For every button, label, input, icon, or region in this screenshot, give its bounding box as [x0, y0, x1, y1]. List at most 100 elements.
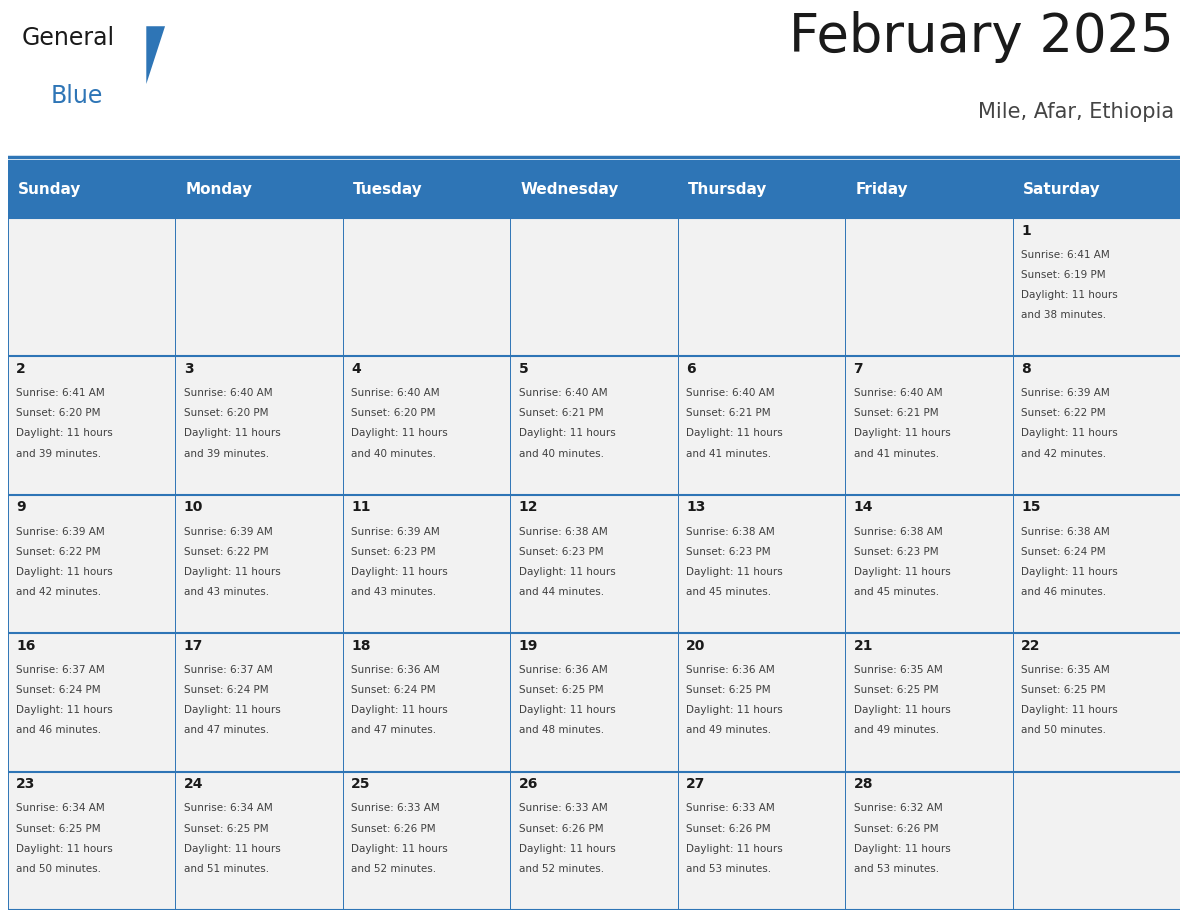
- Text: Sunrise: 6:41 AM: Sunrise: 6:41 AM: [1020, 250, 1110, 260]
- Text: Sunrise: 6:33 AM: Sunrise: 6:33 AM: [687, 803, 775, 813]
- Text: Blue: Blue: [50, 84, 102, 108]
- Text: Sunrise: 6:39 AM: Sunrise: 6:39 AM: [1020, 388, 1110, 398]
- Bar: [176, 160, 343, 218]
- Text: and 38 minutes.: and 38 minutes.: [1020, 310, 1106, 320]
- Bar: [511, 356, 677, 495]
- Text: and 49 minutes.: and 49 minutes.: [687, 725, 771, 735]
- Text: Sunrise: 6:40 AM: Sunrise: 6:40 AM: [184, 388, 272, 398]
- Text: Daylight: 11 hours: Daylight: 11 hours: [17, 705, 113, 715]
- Text: Wednesday: Wednesday: [520, 182, 619, 196]
- Text: 3: 3: [184, 362, 194, 376]
- Text: and 41 minutes.: and 41 minutes.: [687, 449, 771, 458]
- Text: and 42 minutes.: and 42 minutes.: [1020, 449, 1106, 458]
- Text: 23: 23: [17, 778, 36, 791]
- Bar: [845, 160, 1012, 218]
- Text: General: General: [23, 27, 115, 50]
- Text: Daylight: 11 hours: Daylight: 11 hours: [17, 429, 113, 439]
- Text: 7: 7: [853, 362, 864, 376]
- Bar: [8, 218, 176, 356]
- Bar: [343, 160, 511, 218]
- Text: 21: 21: [853, 639, 873, 653]
- Bar: [8, 356, 176, 495]
- Text: Sunset: 6:25 PM: Sunset: 6:25 PM: [853, 685, 939, 695]
- Text: Sunrise: 6:41 AM: Sunrise: 6:41 AM: [17, 388, 105, 398]
- Text: and 46 minutes.: and 46 minutes.: [1020, 587, 1106, 597]
- Bar: [511, 495, 677, 633]
- Bar: [845, 218, 1012, 356]
- Text: 6: 6: [687, 362, 696, 376]
- Text: and 50 minutes.: and 50 minutes.: [17, 864, 101, 874]
- Bar: [1012, 772, 1180, 910]
- Text: Sunset: 6:20 PM: Sunset: 6:20 PM: [184, 409, 268, 419]
- Text: Daylight: 11 hours: Daylight: 11 hours: [687, 429, 783, 439]
- Text: Sunset: 6:22 PM: Sunset: 6:22 PM: [184, 547, 268, 556]
- Text: 20: 20: [687, 639, 706, 653]
- Text: Sunset: 6:21 PM: Sunset: 6:21 PM: [853, 409, 939, 419]
- Bar: [343, 356, 511, 495]
- Bar: [176, 772, 343, 910]
- Text: 18: 18: [352, 639, 371, 653]
- Bar: [343, 495, 511, 633]
- Text: and 40 minutes.: and 40 minutes.: [519, 449, 604, 458]
- Text: and 53 minutes.: and 53 minutes.: [687, 864, 771, 874]
- Text: Sunrise: 6:35 AM: Sunrise: 6:35 AM: [1020, 665, 1110, 675]
- Text: Daylight: 11 hours: Daylight: 11 hours: [687, 705, 783, 715]
- Text: 1: 1: [1020, 224, 1031, 238]
- Text: Sunrise: 6:32 AM: Sunrise: 6:32 AM: [853, 803, 942, 813]
- Text: Sunrise: 6:39 AM: Sunrise: 6:39 AM: [184, 527, 272, 537]
- Text: Sunrise: 6:36 AM: Sunrise: 6:36 AM: [352, 665, 440, 675]
- Text: and 45 minutes.: and 45 minutes.: [853, 587, 939, 597]
- Text: Daylight: 11 hours: Daylight: 11 hours: [519, 844, 615, 854]
- Text: Mile, Afar, Ethiopia: Mile, Afar, Ethiopia: [978, 102, 1174, 122]
- Bar: [8, 772, 176, 910]
- Text: Sunrise: 6:38 AM: Sunrise: 6:38 AM: [687, 527, 775, 537]
- Text: Daylight: 11 hours: Daylight: 11 hours: [352, 429, 448, 439]
- Text: Sunday: Sunday: [18, 182, 82, 196]
- Text: Daylight: 11 hours: Daylight: 11 hours: [1020, 290, 1118, 300]
- Bar: [511, 633, 677, 772]
- Text: Daylight: 11 hours: Daylight: 11 hours: [853, 705, 950, 715]
- Text: and 43 minutes.: and 43 minutes.: [352, 587, 436, 597]
- Text: Saturday: Saturday: [1023, 182, 1100, 196]
- Bar: [845, 633, 1012, 772]
- Text: Sunrise: 6:38 AM: Sunrise: 6:38 AM: [519, 527, 607, 537]
- Text: 27: 27: [687, 778, 706, 791]
- Text: Sunrise: 6:38 AM: Sunrise: 6:38 AM: [1020, 527, 1110, 537]
- Bar: [8, 633, 176, 772]
- Text: and 53 minutes.: and 53 minutes.: [853, 864, 939, 874]
- Text: Sunset: 6:24 PM: Sunset: 6:24 PM: [17, 685, 101, 695]
- Text: Sunrise: 6:38 AM: Sunrise: 6:38 AM: [853, 527, 942, 537]
- Text: Sunset: 6:22 PM: Sunset: 6:22 PM: [1020, 409, 1106, 419]
- Text: and 51 minutes.: and 51 minutes.: [184, 864, 268, 874]
- Text: and 42 minutes.: and 42 minutes.: [17, 587, 101, 597]
- Text: Daylight: 11 hours: Daylight: 11 hours: [1020, 566, 1118, 577]
- Text: Sunset: 6:24 PM: Sunset: 6:24 PM: [184, 685, 268, 695]
- Text: Sunset: 6:26 PM: Sunset: 6:26 PM: [352, 823, 436, 834]
- Text: 5: 5: [519, 362, 529, 376]
- Text: and 40 minutes.: and 40 minutes.: [352, 449, 436, 458]
- Text: Sunset: 6:26 PM: Sunset: 6:26 PM: [519, 823, 604, 834]
- Text: and 39 minutes.: and 39 minutes.: [17, 449, 101, 458]
- Text: and 49 minutes.: and 49 minutes.: [853, 725, 939, 735]
- Text: Sunset: 6:21 PM: Sunset: 6:21 PM: [687, 409, 771, 419]
- Text: 28: 28: [853, 778, 873, 791]
- Text: Sunrise: 6:40 AM: Sunrise: 6:40 AM: [853, 388, 942, 398]
- Bar: [677, 772, 845, 910]
- Bar: [1012, 218, 1180, 356]
- Bar: [343, 218, 511, 356]
- Text: and 39 minutes.: and 39 minutes.: [184, 449, 268, 458]
- Text: Sunset: 6:20 PM: Sunset: 6:20 PM: [17, 409, 101, 419]
- Text: 17: 17: [184, 639, 203, 653]
- Text: 10: 10: [184, 500, 203, 514]
- Text: Daylight: 11 hours: Daylight: 11 hours: [184, 705, 280, 715]
- Text: Sunset: 6:26 PM: Sunset: 6:26 PM: [687, 823, 771, 834]
- Bar: [511, 160, 677, 218]
- Text: Sunset: 6:25 PM: Sunset: 6:25 PM: [184, 823, 268, 834]
- Text: 19: 19: [519, 639, 538, 653]
- Text: Sunrise: 6:37 AM: Sunrise: 6:37 AM: [17, 665, 105, 675]
- Bar: [677, 633, 845, 772]
- Text: Sunrise: 6:35 AM: Sunrise: 6:35 AM: [853, 665, 942, 675]
- Text: and 47 minutes.: and 47 minutes.: [352, 725, 436, 735]
- Text: 8: 8: [1020, 362, 1031, 376]
- Text: Sunset: 6:25 PM: Sunset: 6:25 PM: [519, 685, 604, 695]
